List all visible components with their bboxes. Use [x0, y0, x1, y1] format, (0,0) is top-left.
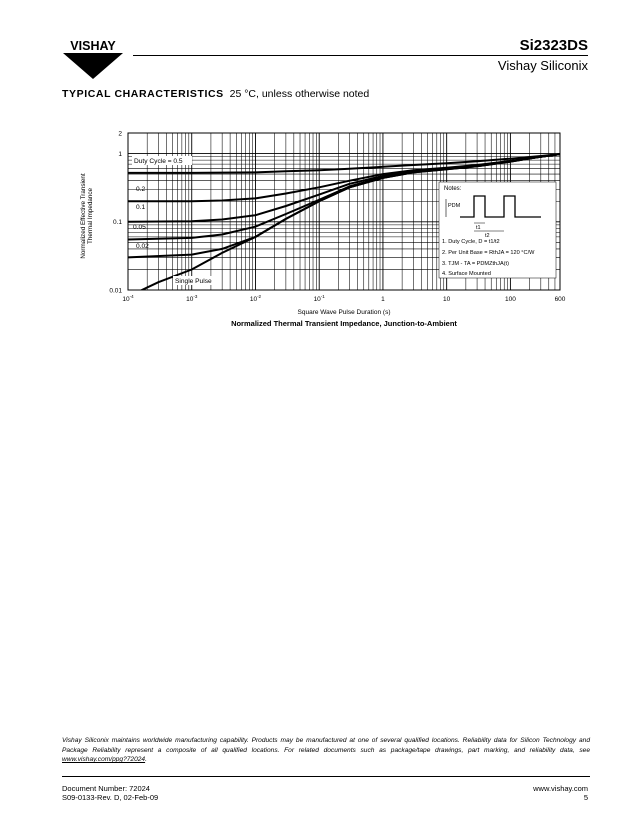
note-3: 3. TJM - TA = PDMZthJA(t) [442, 261, 509, 267]
t2-label: t2 [485, 233, 490, 239]
logo-text: VISHAY [70, 39, 116, 53]
page-number: 5 [583, 793, 588, 802]
notes-heading: Notes: [444, 186, 462, 192]
y-axis-label-line-2: Thermal Impedance [87, 188, 94, 244]
series-line-single-pulse [139, 153, 560, 290]
disclaimer-text: Vishay Siliconix maintains worldwide man… [62, 737, 590, 754]
thermal-impedance-chart: 10-4 10-3 10-2 10-1 1 10 100 600 2 1 0.1 0.01 Norma… [80, 130, 566, 328]
notes-box: Notes: PDM t1 t2 1. Duty Cycle, D = t1/t… [438, 181, 557, 279]
x-tick-label: 1 [381, 296, 385, 303]
section-condition: 25 °C, unless otherwise noted [229, 88, 370, 100]
label-duty-0-02: 0.02 [136, 243, 149, 250]
note-1: 1. Duty Cycle, D = t1/t2 [442, 239, 500, 245]
x-tick-label: 600 [555, 296, 566, 303]
footer-disclaimer: Vishay Siliconix maintains worldwide man… [62, 736, 590, 765]
y-tick-label: 0.01 [109, 287, 122, 294]
company-name: Vishay Siliconix [497, 58, 588, 73]
chart-series [128, 153, 560, 290]
note-2: 2. Per Unit Base = RthJA = 120 °C/W [442, 250, 535, 256]
plot-frame [127, 132, 561, 291]
curve-labels: Duty Cycle = 0.5 0.2 0.1 0.05 0.02 Singl… [132, 156, 217, 285]
reliability-link[interactable]: www.vishay.com/ppg?72024 [62, 756, 146, 763]
pulse-waveform [460, 195, 541, 218]
x-axis-label: Square Wave Pulse Duration (s) [298, 309, 391, 316]
document-number: Document Number: 72024 [62, 784, 150, 793]
x-tick-label: 10-1 [314, 294, 326, 303]
website-link[interactable]: www.vishay.com [533, 784, 588, 793]
disclaimer-suffix: . [145, 756, 147, 763]
x-tick-label: 100 [505, 296, 516, 303]
label-duty-0-1: 0.1 [136, 204, 145, 211]
x-tick-label: 10-4 [122, 294, 134, 303]
y-tick-label: 0.1 [113, 219, 122, 226]
chart-title: Normalized Thermal Transient Impedance, … [231, 319, 457, 328]
y-tick-label: 2 [118, 130, 122, 137]
label-single-pulse: Single Pulse [175, 278, 212, 285]
revision: S09-0133-Rev. D, 02-Feb-09 [62, 793, 159, 802]
pdm-label: PDM [448, 203, 461, 209]
label-duty-0-2: 0.2 [136, 186, 145, 193]
footer-rule [62, 776, 590, 777]
label-duty-0-05: 0.05 [133, 224, 146, 231]
section-heading: TYPICAL CHARACTERISTICS 25 °C, unless ot… [62, 88, 369, 100]
chart-ticks: 10-4 10-3 10-2 10-1 1 10 100 600 2 1 0.1 0.01 [109, 130, 565, 303]
note-4: 4. Surface Mounted [442, 271, 491, 277]
x-tick-label: 10-2 [250, 294, 262, 303]
t1-label: t1 [476, 225, 481, 231]
vishay-logo-icon: VISHAY [63, 39, 123, 79]
y-tick-label: 1 [118, 151, 122, 158]
section-title: TYPICAL CHARACTERISTICS [62, 88, 224, 100]
series-line-duty-cycle-0-5 [128, 153, 560, 174]
x-tick-label: 10 [443, 296, 451, 303]
label-duty-0-5: Duty Cycle = 0.5 [134, 158, 183, 165]
x-tick-label: 10-3 [186, 294, 198, 303]
part-number: Si2323DS [519, 37, 588, 54]
header-rule [133, 55, 588, 56]
vishay-logo: VISHAY [62, 38, 124, 80]
y-axis-label-line-1: Normalized Effective Transient [80, 173, 87, 259]
